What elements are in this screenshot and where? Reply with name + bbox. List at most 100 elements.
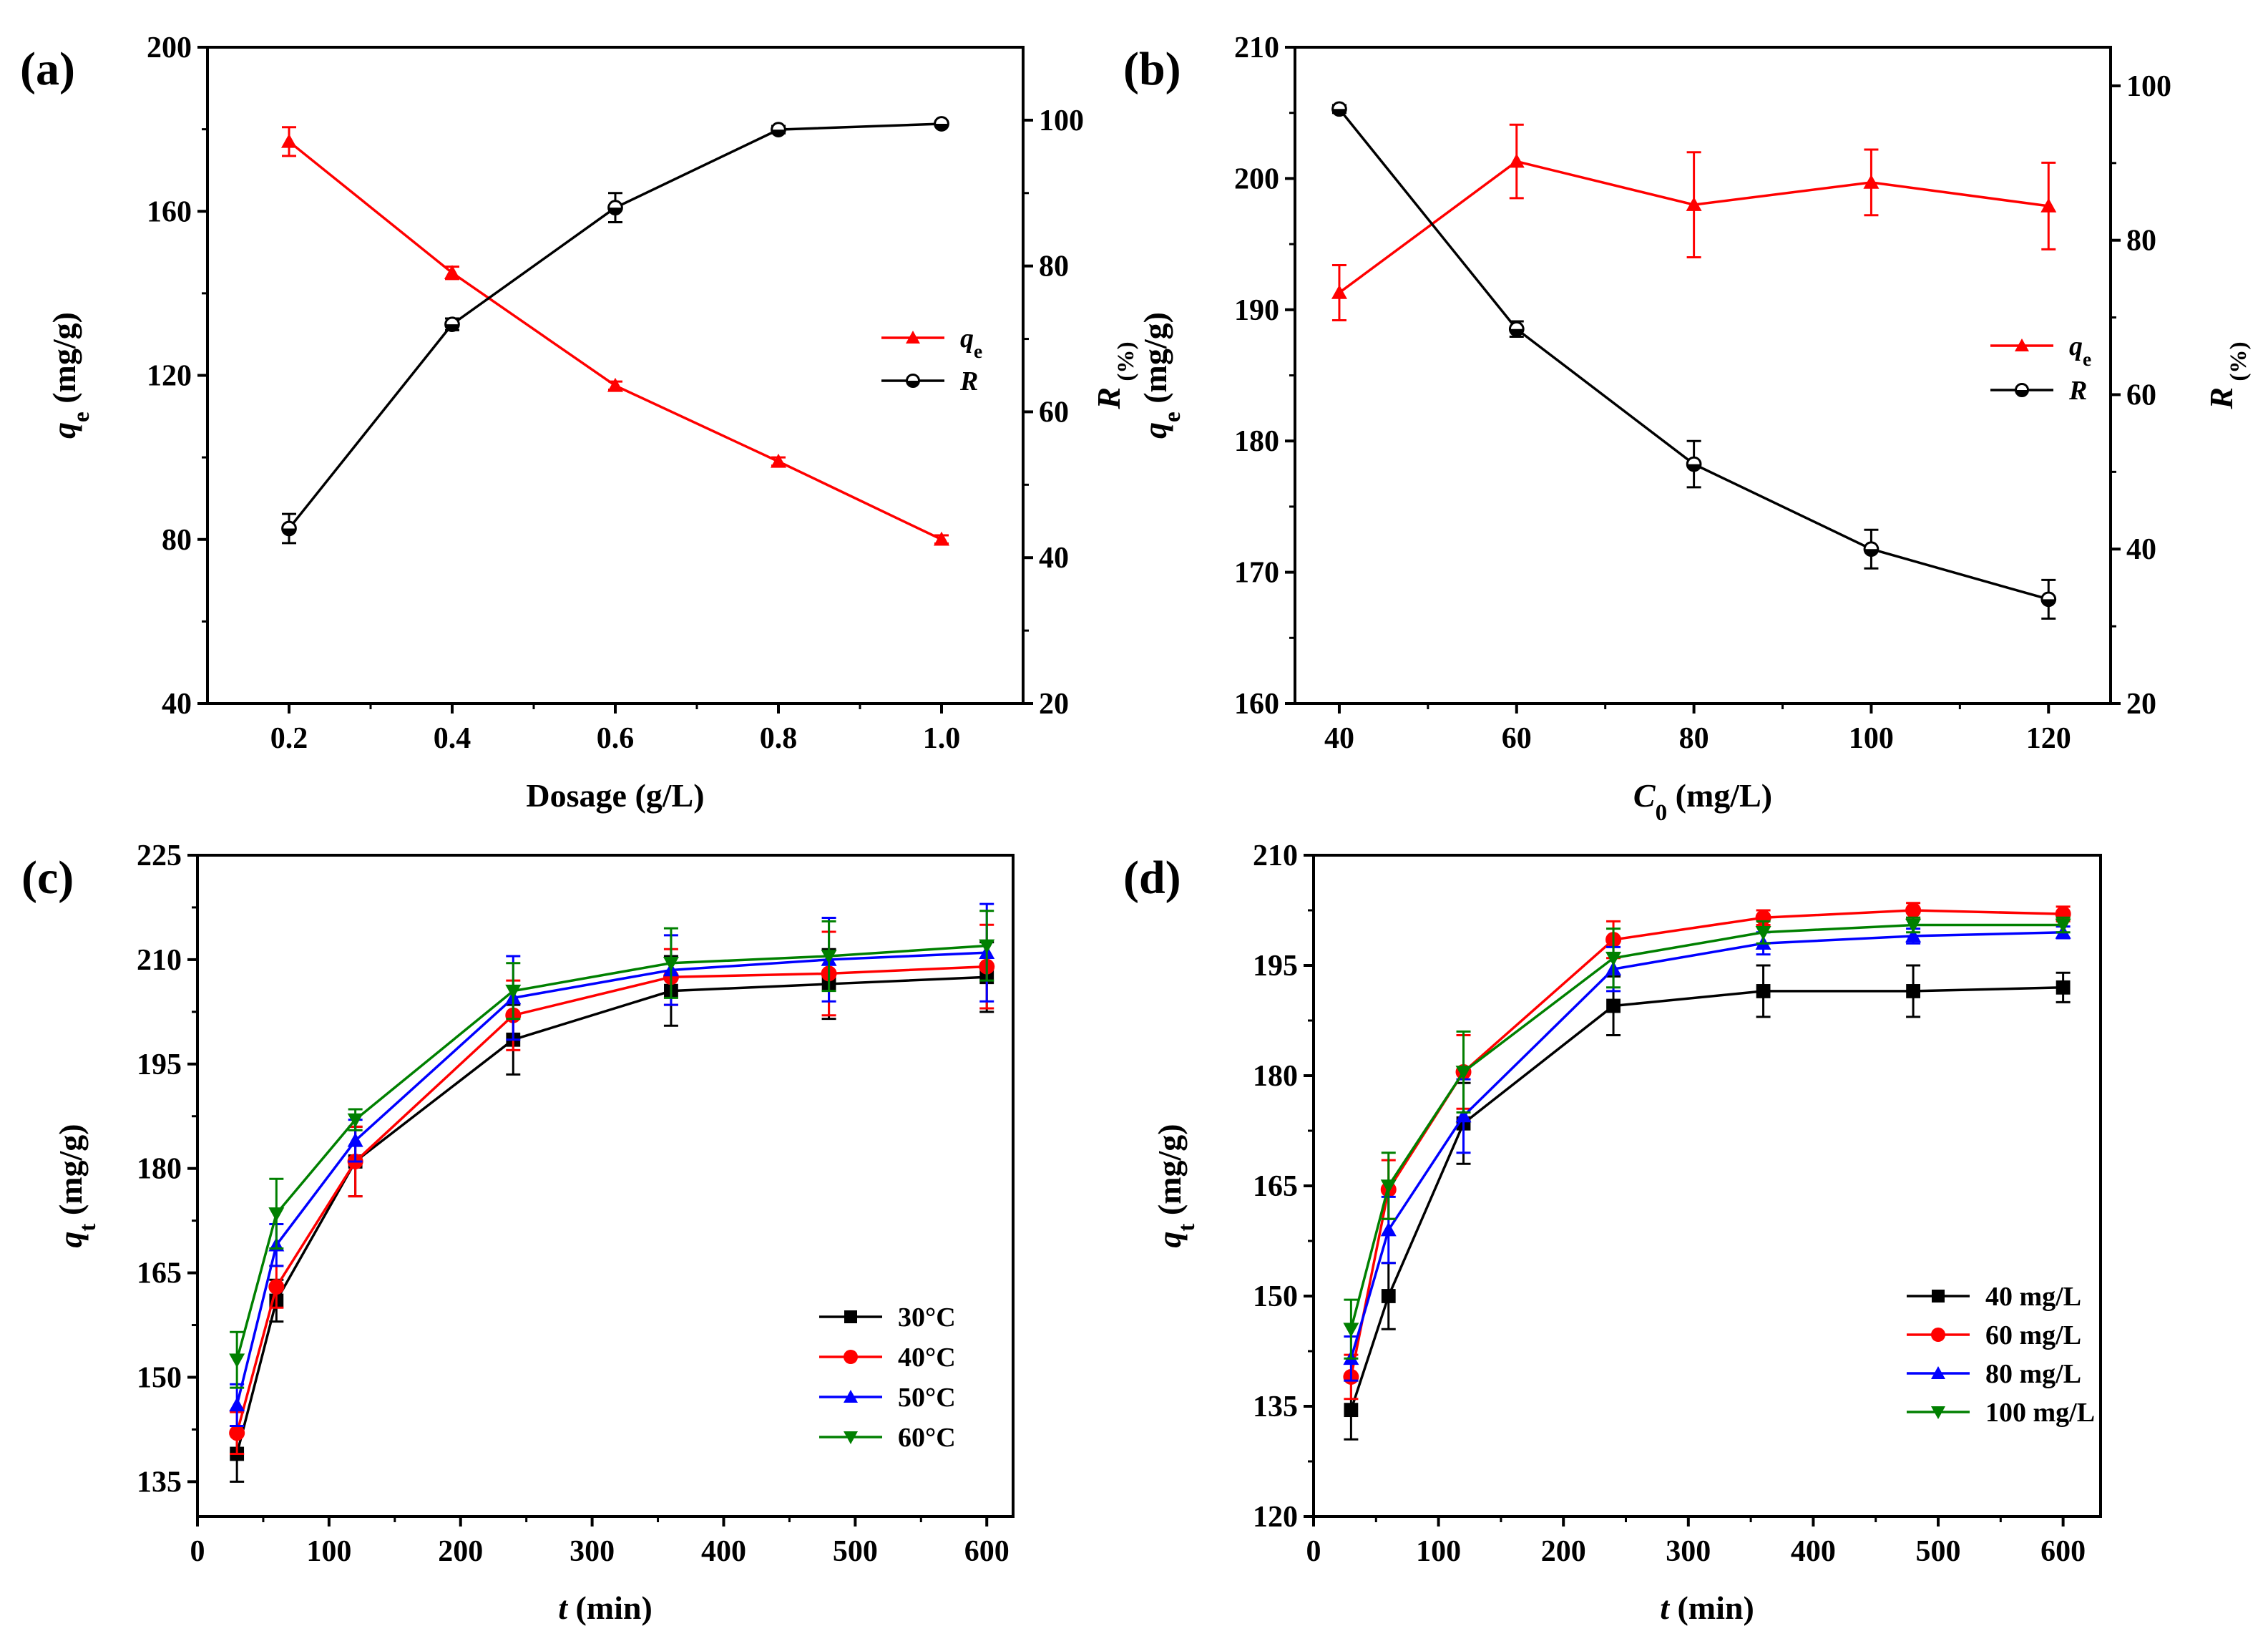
panel-label: (b) <box>1123 43 1181 95</box>
x-tick-label: 0.6 <box>597 722 635 755</box>
plot-frame <box>1312 854 2102 1518</box>
marker-half-fill <box>906 381 919 387</box>
x-axis-title: Dosage (g/L) <box>526 777 704 814</box>
marker-half-fill <box>1864 549 1878 556</box>
series-1 <box>1331 101 2057 620</box>
y-tick-label: 225 <box>137 839 182 872</box>
legend: 40 mg/L 60 mg/L 80 mg/L 100 mg/L <box>1907 1282 2095 1428</box>
data-point <box>1380 1179 1397 1194</box>
x-tick-label: 400 <box>701 1535 746 1568</box>
data-point <box>229 1397 245 1412</box>
chart-panel-d: 0 100 200 300 400 500 600 120 135 150 165 180 195 210… <box>1123 839 2102 1626</box>
data-point <box>1905 927 1922 943</box>
legend-label: 40 mg/L <box>1985 1282 2081 1312</box>
y2-tick-label: 80 <box>2126 225 2156 258</box>
y-tick-label: 80 <box>162 524 192 557</box>
legend-marker <box>906 374 920 388</box>
y2-tick-label: 100 <box>2126 70 2171 103</box>
data-point <box>268 1279 285 1295</box>
data-point <box>1905 902 1922 918</box>
legend-marker <box>906 331 920 344</box>
y-tick-label: 200 <box>147 31 192 64</box>
data-point <box>1508 321 1525 337</box>
x-tick-label: 0 <box>1306 1535 1321 1568</box>
x-tick-label: 40 <box>1324 722 1354 755</box>
series-0 <box>230 941 994 1483</box>
data-point <box>979 939 995 954</box>
x-axis-title: t (min) <box>558 1589 652 1626</box>
y-tick-label: 200 <box>1234 162 1279 195</box>
y2-axis-title: R (%) <box>2203 341 2252 409</box>
data-point <box>281 520 297 537</box>
x-tick-label: 80 <box>1679 722 1709 755</box>
y-tick-label: 195 <box>1253 950 1298 983</box>
legend-marker <box>844 1431 858 1444</box>
series-0 <box>1344 964 2071 1441</box>
series-0 <box>1331 123 2057 321</box>
legend-label: R <box>959 366 978 396</box>
y2-tick-label: 100 <box>1039 104 1084 137</box>
y-axis-title: qe (mg/g) <box>46 312 94 439</box>
data-point <box>771 453 786 468</box>
x-tick-label: 400 <box>1791 1535 1836 1568</box>
marker-half-fill <box>2015 390 2028 396</box>
panel-label: (c) <box>21 852 74 904</box>
legend-marker <box>844 1350 858 1364</box>
data-point <box>1863 541 1880 557</box>
y2-tick-label: 20 <box>2126 688 2156 721</box>
marker-half-fill <box>282 528 296 535</box>
plot-frame <box>206 46 1025 705</box>
data-point <box>505 984 522 999</box>
series-line <box>1349 986 2063 1411</box>
chart-panel-a: 0.2 0.4 0.6 0.8 1.0 40 80 120 160 200 20 40 60 80 100 D… <box>20 31 1139 814</box>
data-point <box>821 950 837 965</box>
data-point <box>607 200 623 216</box>
y2-tick-label: 60 <box>1039 396 1069 429</box>
series-line <box>235 975 987 1454</box>
y-tick-label: 165 <box>137 1257 182 1290</box>
y-tick-label: 195 <box>137 1048 182 1081</box>
x-tick-label: 200 <box>1541 1535 1586 1568</box>
marker-half-fill <box>445 324 459 331</box>
x-tick-label: 120 <box>2026 722 2071 755</box>
x-tick-label: 300 <box>570 1535 615 1568</box>
y2-tick-label: 80 <box>1039 250 1069 283</box>
data-point <box>1863 174 1880 189</box>
legend-label: 50°C <box>898 1383 956 1413</box>
panel-label: (a) <box>20 43 75 95</box>
y2-tick-label: 40 <box>1039 542 1069 575</box>
data-point <box>1508 153 1525 168</box>
data-point <box>1755 926 1771 940</box>
y2-tick-label: 20 <box>1039 688 1069 721</box>
series-2 <box>1343 924 2071 1382</box>
data-point <box>2056 980 2071 995</box>
y-tick-label: 180 <box>137 1153 182 1186</box>
x-tick-label: 100 <box>306 1535 351 1568</box>
data-point <box>229 1353 245 1368</box>
legend-label: 30°C <box>898 1303 956 1333</box>
y-tick-label: 180 <box>1253 1060 1298 1093</box>
x-axis-title: t (min) <box>1660 1589 1754 1626</box>
marker-half-fill <box>934 123 949 131</box>
marker-half-fill <box>2041 599 2056 606</box>
marker-half-fill <box>1687 464 1701 471</box>
y-tick-label: 160 <box>147 195 192 228</box>
legend-label: qe <box>2069 331 2091 370</box>
legend-marker <box>2015 339 2029 351</box>
y-tick-label: 210 <box>137 944 182 977</box>
x-tick-label: 0.4 <box>434 722 471 755</box>
series-line <box>235 951 987 1406</box>
series-3 <box>229 910 995 1389</box>
data-point <box>1606 998 1621 1013</box>
series-1 <box>229 923 995 1455</box>
series-3 <box>1343 916 2071 1360</box>
legend-marker <box>2015 383 2029 397</box>
x-tick-label: 500 <box>833 1535 878 1568</box>
data-point <box>2040 591 2057 608</box>
y-tick-label: 160 <box>1234 688 1279 721</box>
y2-tick-label: 60 <box>2126 379 2156 412</box>
data-point <box>1686 197 1702 211</box>
y-tick-label: 40 <box>162 688 192 721</box>
data-point <box>1455 1066 1472 1080</box>
data-point <box>1331 101 1347 117</box>
